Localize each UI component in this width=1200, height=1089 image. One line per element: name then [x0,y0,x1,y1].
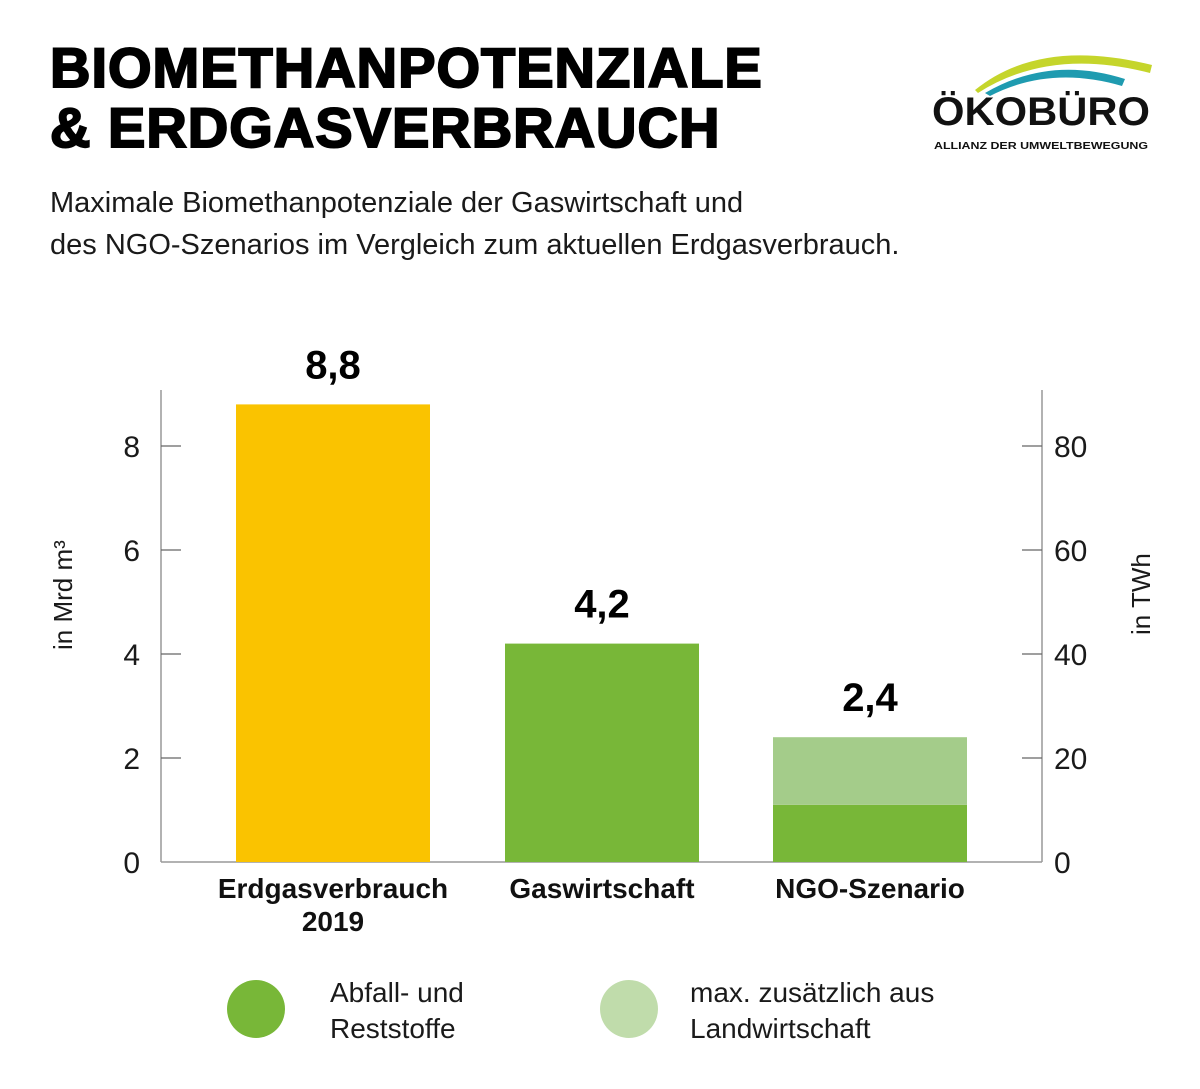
legend-item-landwirtschaft: max. zusätzlich aus Landwirtschaft [690,975,934,1047]
title-line-1: BIOMETHANPOTENZIALE [49,36,763,99]
legend-label: Reststoffe [330,1013,456,1044]
legend-item-abfall: Abfall- und Reststoffe [330,975,464,1047]
data-label: 2,4 [842,676,898,720]
legend-swatch-abfall [227,980,285,1038]
y2-tick-label: 0 [1054,847,1071,880]
legend-swatch-landwirtschaft [600,980,658,1038]
y-tick-label: 4 [123,639,140,672]
y-tick-label: 0 [123,847,140,880]
x-tick-label: Gaswirtschaft [509,873,694,904]
subtitle-line-1: Maximale Biomethanpotenziale der Gaswirt… [50,187,744,219]
bar-2-2 [773,737,967,805]
y2-tick-label: 20 [1054,743,1087,776]
legend-label: max. zusätzlich aus [690,977,935,1008]
bar-1-2 [773,804,967,862]
page-title: BIOMETHANPOTENZIALE & ERDGASVERBRAUCH [49,36,763,159]
bar-0-0 [236,404,430,862]
y-tick-label: 2 [123,743,140,776]
bar-1-1 [505,643,699,862]
svg-text:ÖKOBÜRO: ÖKOBÜRO [932,89,1150,134]
y2-tick-label: 60 [1054,535,1087,568]
y2-axis-label: in TWh [1126,553,1156,635]
title-line-2: & ERDGASVERBRAUCH [49,96,721,159]
subtitle-line-2: des NGO-Szenarios im Vergleich zum aktue… [50,229,900,261]
y-tick-label: 8 [123,431,140,464]
y2-tick-label: 80 [1054,431,1087,464]
data-label: 4,2 [574,583,630,627]
y2-tick-label: 40 [1054,639,1087,672]
legend-label: Abfall- und [330,977,464,1008]
svg-text:ALLIANZ DER UMWELTBEWEGUNG: ALLIANZ DER UMWELTBEWEGUNG [934,140,1148,152]
data-label: 8,8 [305,343,361,387]
y-axis-label: in Mrd m³ [48,540,78,650]
x-tick-label: 2019 [302,906,364,937]
y-tick-label: 6 [123,535,140,568]
x-tick-label: Erdgasverbrauch [218,873,448,904]
x-tick-label: NGO-Szenario [775,873,965,904]
legend-label: Landwirtschaft [690,1013,871,1044]
oekobuero-logo: ÖKOBÜRO ALLIANZ DER UMWELTBEWEGUNG [932,55,1152,152]
subtitle: Maximale Biomethanpotenziale der Gaswirt… [50,182,899,266]
